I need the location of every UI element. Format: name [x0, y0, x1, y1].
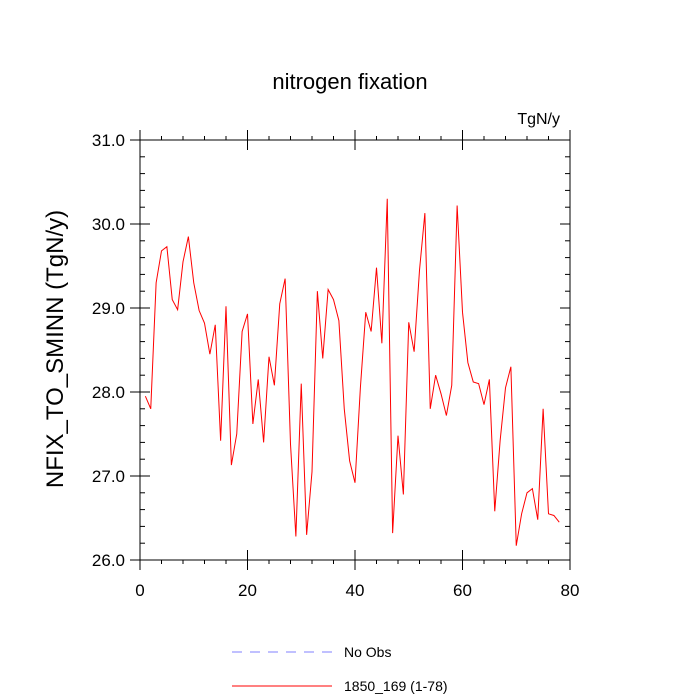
- units-label: TgN/y: [517, 111, 560, 128]
- y-tick-label: 29.0: [92, 299, 125, 318]
- plot-area: 26.0 27.0 28.0 29.0 30.0 31.0 0 20 40 60 80: [92, 130, 580, 600]
- legend-label-no-obs: No Obs: [344, 644, 391, 660]
- y-tick-label: 30.0: [92, 215, 125, 234]
- x-tick-label: 80: [561, 581, 580, 600]
- series-line-1: [144, 198, 560, 546]
- legend-label-model-run: 1850_169 (1-78): [344, 678, 448, 694]
- legend: No Obs 1850_169 (1-78): [232, 644, 448, 694]
- x-tick-label: 60: [453, 581, 472, 600]
- y-tick-label: 27.0: [92, 467, 125, 486]
- chart-title: nitrogen fixation: [272, 69, 427, 94]
- plot-frame: [139, 139, 571, 561]
- x-tick-label: 20: [238, 581, 257, 600]
- y-tick-label: 26.0: [92, 551, 125, 570]
- y-tick-label: 31.0: [92, 131, 125, 150]
- y-axis-label: NFIX_TO_SMINN (TgN/y): [42, 210, 69, 488]
- y-tick-label: 28.0: [92, 383, 125, 402]
- x-tick-label: 40: [346, 581, 365, 600]
- x-tick-label: 0: [135, 581, 144, 600]
